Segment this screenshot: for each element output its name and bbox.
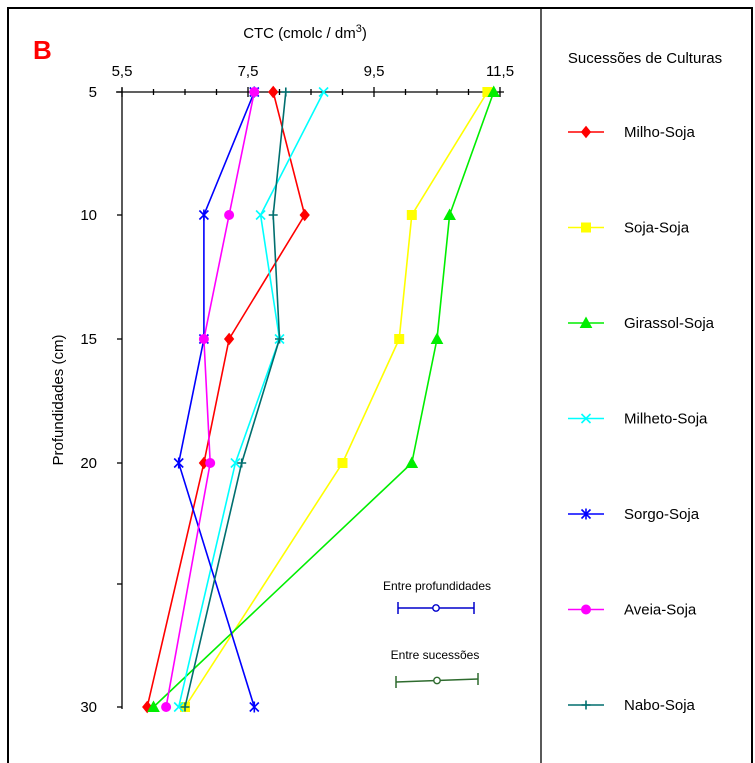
- panel-letter: B: [33, 35, 52, 65]
- data-point: [161, 702, 172, 712]
- data-point: [198, 209, 209, 221]
- data-point: [299, 208, 310, 222]
- data-point: [337, 458, 348, 468]
- series-girassol-soja: [147, 85, 501, 712]
- legend-item-milho-soja: Milho-Soja: [568, 124, 696, 141]
- data-point: [173, 701, 184, 713]
- legend-item-nabo-soja: Nabo-Soja: [568, 697, 696, 714]
- data-point: [230, 457, 241, 469]
- outer-frame: [7, 7, 753, 763]
- series-line: [152, 91, 495, 708]
- legend-item-aveia-soja: Aveia-Soja: [568, 602, 697, 619]
- x-tick-label: 11,5: [486, 63, 514, 80]
- y-tick-label: 5: [89, 84, 97, 101]
- data-point: [443, 208, 456, 220]
- legend-label: Milheto-Soja: [624, 411, 708, 428]
- legend-swatch-marker: [581, 222, 591, 233]
- legend-item-sorgo-soja: Sorgo-Soja: [568, 506, 700, 523]
- series-soja-soja: [180, 87, 493, 712]
- legend-swatch-marker: [580, 413, 592, 424]
- x-tick-label: 7,5: [238, 63, 259, 80]
- legend-item-milheto-soja: Milheto-Soja: [568, 411, 708, 428]
- series-aveia-soja: [161, 87, 260, 712]
- legend-swatch-marker: [580, 508, 592, 520]
- legend: Milho-Soja Soja-Soja Girassol-Soja Milheto-…: [568, 124, 715, 714]
- data-point: [173, 457, 184, 469]
- legend-swatch-marker: [579, 316, 593, 328]
- legend-label: Soja-Soja: [624, 220, 690, 237]
- error-bar-label: Entre sucessões: [391, 648, 480, 662]
- legend-swatch-marker: [581, 604, 591, 615]
- series-milho-soja: [142, 85, 310, 714]
- x-tick-label: 5,5: [112, 63, 133, 80]
- data-point: [237, 458, 247, 468]
- y-tick-label: 10: [80, 207, 97, 224]
- series-line: [184, 91, 489, 708]
- y-axis-title: Profundidades (cm): [50, 335, 67, 466]
- legend-title: Sucessões de Culturas: [568, 50, 722, 67]
- data-point: [147, 700, 160, 712]
- data-point: [205, 458, 216, 468]
- legend-label: Aveia-Soja: [624, 602, 697, 619]
- data-point: [268, 210, 278, 220]
- legend-label: Sorgo-Soja: [624, 506, 700, 523]
- series-line: [165, 91, 256, 708]
- data-point: [405, 456, 419, 468]
- data-point: [268, 85, 279, 99]
- data-point: [249, 701, 260, 713]
- error-bar-marker: [432, 604, 440, 612]
- error-bar-marker: [433, 676, 441, 685]
- data-point: [406, 210, 417, 220]
- data-point: [318, 86, 329, 98]
- legend-swatch-marker: [580, 125, 592, 139]
- x-axis-title: CTC (cmolc / dm3): [243, 23, 367, 42]
- plot-area: [142, 85, 501, 714]
- data-point: [394, 334, 405, 344]
- data-point: [430, 332, 444, 344]
- data-point: [224, 210, 235, 220]
- data-point: [223, 332, 235, 346]
- legend-label: Girassol-Soja: [624, 315, 715, 332]
- legend-item-soja-soja: Soja-Soja: [568, 220, 690, 237]
- legend-label: Nabo-Soja: [624, 697, 696, 714]
- error-bar-entre-profundidades: Entre profundidades: [383, 579, 491, 614]
- data-point: [487, 85, 501, 97]
- axes: 5,5 7,5 9,5 11,5 5 10 15 20 30: [80, 63, 514, 716]
- legend-item-girassol-soja: Girassol-Soja: [568, 315, 715, 332]
- legend-label: Milho-Soja: [624, 124, 696, 141]
- series-nabo-soja: [180, 87, 291, 712]
- series-milheto-soja: [173, 86, 329, 713]
- y-tick-label: 20: [80, 455, 97, 472]
- legend-swatch-marker: [581, 700, 591, 710]
- data-point: [275, 334, 284, 344]
- data-point: [281, 87, 291, 97]
- y-tick-label: 15: [80, 331, 97, 348]
- data-point: [249, 87, 260, 97]
- error-bar-entre-sucess-es: Entre sucessões: [391, 648, 480, 688]
- error-bar-label: Entre profundidades: [383, 579, 491, 593]
- data-point: [255, 209, 266, 221]
- data-point: [198, 334, 209, 344]
- x-tick-label: 9,5: [364, 63, 385, 80]
- error-bars: Entre profundidades Entre sucessões: [383, 579, 491, 688]
- y-tick-label: 30: [80, 699, 97, 716]
- data-point: [180, 702, 190, 712]
